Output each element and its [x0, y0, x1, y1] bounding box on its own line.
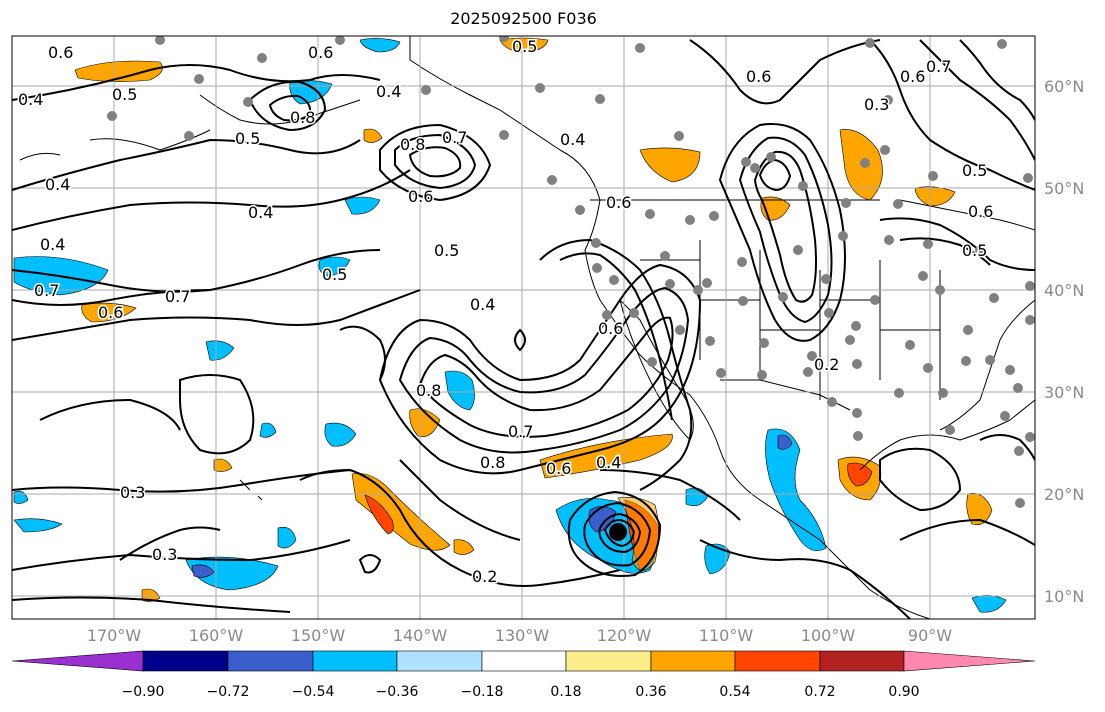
lon-label: 160°W — [188, 626, 244, 645]
contour-label: 0.2 — [472, 567, 497, 586]
colorbar-low-extend — [11, 650, 144, 672]
contour-label: 0.7 — [508, 422, 533, 441]
contour-labels: 0.6 0.4 0.5 0.8 0.4 0.5 0.4 0.8 0.7 0.6 … — [17, 36, 995, 588]
contour-label: 0.6 — [900, 67, 925, 86]
contour-label: 0.5 — [112, 85, 137, 104]
colorbar-segment — [819, 650, 905, 672]
contour-label: 0.4 — [18, 90, 43, 109]
colorbar-tick-label: 0.90 — [888, 684, 920, 700]
contour-label: 0.7 — [926, 57, 951, 76]
colorbar-segment — [650, 650, 736, 672]
contour-label: 0.4 — [376, 82, 401, 101]
colorbar-segment — [481, 650, 567, 672]
lon-label: 130°W — [494, 626, 550, 645]
contour-label: 0.3 — [152, 545, 177, 564]
station-dots — [107, 36, 1035, 508]
contour-label: 0.6 — [408, 187, 433, 206]
colorbar-tick-label: 0.18 — [550, 684, 582, 700]
storm-center-marker — [609, 523, 627, 541]
colorbar-tick-label: −0.72 — [206, 684, 250, 700]
map-title: 2025092500 F036 — [450, 9, 597, 28]
contour-label: 0.6 — [48, 43, 73, 62]
lat-label: 30°N — [1044, 383, 1085, 402]
contour-label: 0.5 — [512, 37, 537, 56]
contour-label: 0.6 — [606, 193, 631, 212]
contour-label: 0.5 — [434, 241, 459, 260]
contour-label: 0.6 — [598, 319, 623, 338]
contour-label: 0.8 — [400, 135, 425, 154]
contour-label: 0.7 — [34, 281, 59, 300]
contour-label: 0.8 — [290, 108, 315, 127]
map-background — [12, 36, 1035, 619]
contour-label: 0.3 — [864, 95, 889, 114]
contour-label: 0.6 — [968, 202, 993, 221]
contour-label: 0.5 — [235, 129, 260, 148]
contour-label: 0.4 — [596, 453, 621, 472]
contour-label: 0.2 — [814, 355, 839, 374]
lon-label: 100°W — [800, 626, 856, 645]
colorbar — [11, 650, 1036, 672]
contour-label: 0.8 — [480, 453, 505, 472]
colorbar-tick-label: −0.54 — [291, 684, 335, 700]
colorbar-segment — [142, 650, 229, 672]
contour-label: 0.6 — [546, 459, 571, 478]
contour-label: 0.6 — [746, 67, 771, 86]
colorbar-segment — [227, 650, 314, 672]
colorbar-tick-label: 0.36 — [635, 684, 667, 700]
lon-label: 170°W — [86, 626, 142, 645]
lon-label: 150°W — [290, 626, 346, 645]
map-frame — [11, 35, 1036, 620]
contour-label: 0.7 — [165, 287, 190, 306]
contour-label: 0.7 — [442, 128, 467, 147]
lon-label: 90°W — [907, 626, 953, 645]
contour-label: 0.4 — [40, 235, 65, 254]
lon-label: 140°W — [392, 626, 448, 645]
colorbar-segment — [312, 650, 398, 672]
colorbar-tick-label: 0.72 — [804, 684, 836, 700]
contour-label: 0.4 — [560, 130, 585, 149]
colorbar-segment — [734, 650, 821, 672]
contour-label: 0.5 — [322, 265, 347, 284]
colorbar-tick-label: 0.54 — [719, 684, 751, 700]
lat-label: 50°N — [1044, 179, 1085, 198]
colorbar-segment — [396, 650, 483, 672]
lat-label: 60°N — [1044, 77, 1085, 96]
lat-label: 40°N — [1044, 281, 1085, 300]
contour-label: 0.3 — [120, 483, 145, 502]
contour-label: 0.4 — [248, 203, 273, 222]
colorbar-high-extend — [903, 650, 1036, 672]
lon-label: 120°W — [596, 626, 652, 645]
colorbar-segment — [565, 650, 652, 672]
contour-label: 0.5 — [962, 241, 987, 260]
colorbar-tick-label: −0.36 — [375, 684, 419, 700]
colorbar-tick-label: −0.18 — [460, 684, 504, 700]
lat-label: 20°N — [1044, 485, 1085, 504]
contour-label: 0.8 — [416, 381, 441, 400]
contour-label: 0.4 — [470, 295, 495, 314]
lat-label: 10°N — [1044, 587, 1085, 606]
lon-label: 110°W — [698, 626, 754, 645]
contour-label: 0.6 — [98, 303, 123, 322]
contour-label: 0.6 — [308, 43, 333, 62]
contour-label: 0.4 — [45, 175, 70, 194]
colorbar-tick-label: −0.90 — [121, 684, 165, 700]
contour-label: 0.5 — [962, 161, 987, 180]
